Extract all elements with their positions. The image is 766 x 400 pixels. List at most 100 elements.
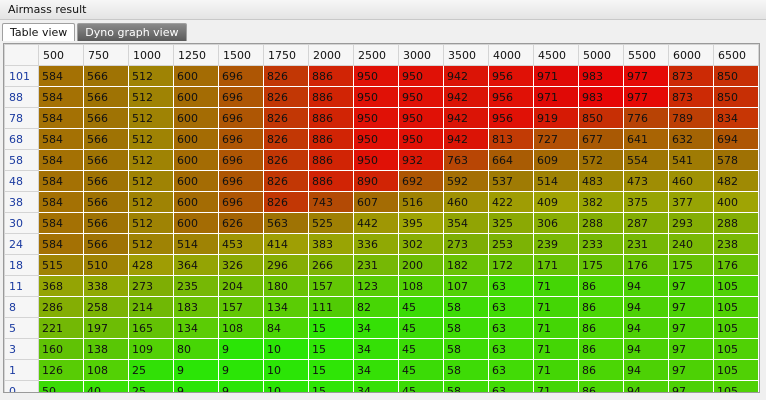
column-header: 1000 xyxy=(128,44,174,66)
cell: 696 xyxy=(218,170,264,192)
table-row: 1 126 108 25 9 9 10 15 34 45 58 63 71 86 94 97 105 xyxy=(4,359,759,381)
cell: 554 xyxy=(623,149,669,171)
cell: 63 xyxy=(488,275,534,297)
cell: 886 xyxy=(308,128,354,150)
cell: 288 xyxy=(713,212,759,234)
cell: 40 xyxy=(83,380,129,392)
table-row: 11 368 338 273 235 204 180 157 123 108 107 63 71 86 94… xyxy=(4,275,759,297)
table-row: 78 584 566 512 600 696 826 886 950 950 942 956 919 85… xyxy=(4,107,759,129)
column-header: 3000 xyxy=(398,44,444,66)
cell: 763 xyxy=(443,149,489,171)
cell: 641 xyxy=(623,128,669,150)
cell: 971 xyxy=(533,65,579,87)
cell: 71 xyxy=(533,296,579,318)
cell: 34 xyxy=(353,359,399,381)
cell: 584 xyxy=(38,65,84,87)
cell: 71 xyxy=(533,317,579,339)
cell: 512 xyxy=(128,170,174,192)
cell: 566 xyxy=(83,149,129,171)
cell: 71 xyxy=(533,275,579,297)
cell: 584 xyxy=(38,212,84,234)
cell: 600 xyxy=(173,65,219,87)
cell: 82 xyxy=(353,296,399,318)
row-header: 8 xyxy=(4,296,39,318)
cell: 826 xyxy=(263,107,309,129)
cell: 25 xyxy=(128,359,174,381)
cell: 572 xyxy=(578,149,624,171)
cell: 932 xyxy=(398,149,444,171)
cell: 400 xyxy=(713,191,759,213)
cell: 512 xyxy=(128,65,174,87)
cell: 512 xyxy=(128,86,174,108)
cell: 175 xyxy=(578,254,624,276)
cell: 886 xyxy=(308,65,354,87)
cell: 71 xyxy=(533,338,579,360)
cell: 950 xyxy=(353,86,399,108)
cell: 94 xyxy=(623,359,669,381)
cell: 58 xyxy=(443,296,489,318)
column-header: 3500 xyxy=(443,44,489,66)
table-row: 5 221 197 165 134 108 84 15 34 45 58 63 71 86 94 97 105 xyxy=(4,317,759,339)
column-header: 2000 xyxy=(308,44,354,66)
cell: 10 xyxy=(263,380,309,392)
cell: 512 xyxy=(128,128,174,150)
cell: 273 xyxy=(443,233,489,255)
cell: 200 xyxy=(398,254,444,276)
row-header: 30 xyxy=(4,212,39,234)
cell: 183 xyxy=(173,296,219,318)
cell: 566 xyxy=(83,86,129,108)
cell: 696 xyxy=(218,86,264,108)
cell: 789 xyxy=(668,107,714,129)
cell: 9 xyxy=(173,380,219,392)
cell: 9 xyxy=(218,359,264,381)
cell: 138 xyxy=(83,338,129,360)
cell: 983 xyxy=(578,65,624,87)
cell: 63 xyxy=(488,380,534,392)
cell: 600 xyxy=(173,170,219,192)
cell: 632 xyxy=(668,128,714,150)
cell: 950 xyxy=(353,149,399,171)
cell: 160 xyxy=(38,338,84,360)
table-row: 24 584 566 512 514 453 414 383 336 302 273 253 239 23… xyxy=(4,233,759,255)
cell: 515 xyxy=(38,254,84,276)
cell: 63 xyxy=(488,317,534,339)
cell: 850 xyxy=(578,107,624,129)
cell: 512 xyxy=(128,233,174,255)
cell: 10 xyxy=(263,338,309,360)
row-header: 11 xyxy=(4,275,39,297)
cell: 165 xyxy=(128,317,174,339)
cell: 288 xyxy=(578,212,624,234)
cell: 368 xyxy=(38,275,84,297)
row-header: 18 xyxy=(4,254,39,276)
cell: 563 xyxy=(263,212,309,234)
table: 500 750 1000 1250 1500 1750 2000 2500 3000 3500 40… xyxy=(4,44,759,392)
tab[interactable]: Table view xyxy=(2,23,76,41)
cell: 86 xyxy=(578,338,624,360)
cell: 382 xyxy=(578,191,624,213)
cell: 584 xyxy=(38,233,84,255)
cell: 537 xyxy=(488,170,534,192)
cell: 514 xyxy=(533,170,579,192)
tab[interactable]: Dyno graph view xyxy=(77,23,187,41)
cell: 566 xyxy=(83,65,129,87)
cell: 80 xyxy=(173,338,219,360)
cell: 238 xyxy=(713,233,759,255)
cell: 584 xyxy=(38,128,84,150)
cell: 171 xyxy=(533,254,579,276)
cell: 395 xyxy=(398,212,444,234)
cell: 664 xyxy=(488,149,534,171)
cell: 126 xyxy=(38,359,84,381)
cell: 34 xyxy=(353,317,399,339)
cell: 108 xyxy=(218,317,264,339)
cell: 950 xyxy=(398,65,444,87)
column-header: 4500 xyxy=(533,44,579,66)
cell: 950 xyxy=(353,65,399,87)
row-header: 78 xyxy=(4,107,39,129)
cell: 15 xyxy=(308,317,354,339)
cell: 94 xyxy=(623,380,669,392)
cell: 180 xyxy=(263,275,309,297)
row-header: 3 xyxy=(4,338,39,360)
cell: 214 xyxy=(128,296,174,318)
cell: 157 xyxy=(218,296,264,318)
cell: 578 xyxy=(713,149,759,171)
